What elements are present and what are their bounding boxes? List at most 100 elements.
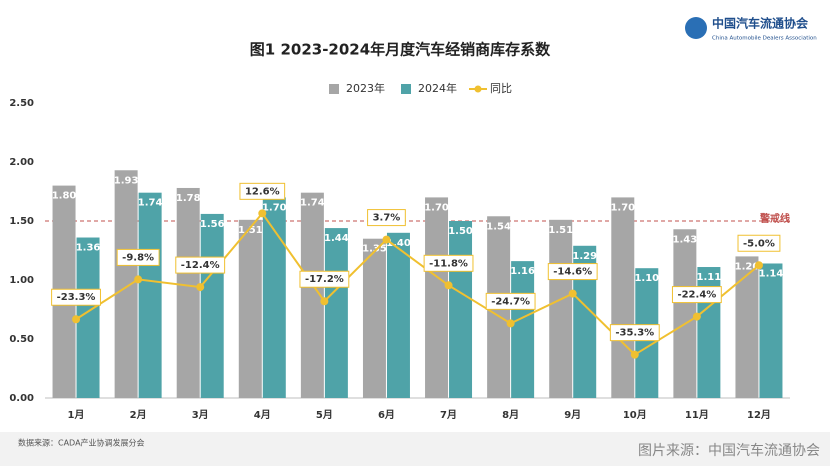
bar [200,213,224,398]
line-point [568,289,577,298]
line-value-label: -14.6% [553,267,592,278]
bar-value-label: 1.44 [324,233,349,244]
logo-name: 中国汽车流通协会 [712,16,809,31]
bar [425,197,449,398]
bar [300,192,324,398]
bar-value-label: 1.74 [138,198,163,209]
bar-value-label: 1.35 [362,244,387,255]
bar [238,219,262,398]
line-value-label: -5.0% [743,238,775,249]
bar-value-label: 1.16 [510,266,535,277]
x-tick-label: 7月 [440,409,457,421]
line-point [134,275,143,284]
value-label-box [671,286,722,304]
value-label-box [547,263,598,281]
bar [324,228,348,398]
legend-swatch [329,84,339,94]
legend-label: 2024年 [418,81,457,95]
bar-value-label: 1.78 [176,193,201,204]
line-value-label: -17.2% [305,274,344,285]
y-tick-label: 2.50 [9,98,34,109]
x-tick-label: 3月 [192,409,209,421]
bar-value-label: 1.51 [238,225,263,236]
line-value-label: -9.8% [122,252,154,263]
bar-value-label: 1.54 [486,221,511,232]
x-tick-label: 12月 [747,409,771,421]
bar-value-label: 1.11 [697,272,722,283]
bar [176,187,200,398]
y-tick-label: 1.50 [9,216,34,227]
bar [611,197,635,398]
line-point [506,319,515,328]
value-label-box [737,234,781,252]
x-tick-label: 1月 [68,409,85,421]
bar [673,229,697,398]
bar [511,261,535,398]
line-value-label: -11.8% [429,258,468,269]
bar [759,263,783,398]
bar [76,237,100,398]
line-value-label: 3.7% [373,213,401,224]
value-label-box [423,254,474,272]
bar [114,170,138,398]
line-point [692,312,701,321]
bar-value-label: 1.36 [76,243,101,254]
line-point [72,315,81,324]
bar-value-label: 1.70 [424,202,449,213]
line-value-label: -23.3% [57,292,96,303]
bar-value-label: 1.93 [114,175,139,186]
logo-icon [685,17,707,39]
value-label-box [175,256,226,274]
legend-label: 2023年 [346,81,385,95]
line-point [630,350,639,359]
line-point [382,235,391,244]
bar-value-label: 1.70 [262,202,287,213]
bar-value-label: 1.74 [300,198,325,209]
logo-subtitle: China Automobile Dealers Association [712,36,817,42]
chart-title: 图1 2023-2024年月度汽车经销商库存系数 [250,41,551,59]
bar-value-label: 1.14 [759,268,784,279]
legend-label: 同比 [490,82,512,95]
x-tick-label: 8月 [502,409,519,421]
legend-swatch [401,84,411,94]
bar-value-label: 1.70 [610,202,635,213]
reference-label: 警戒线 [759,212,790,225]
footer [0,432,830,466]
x-tick-label: 4月 [254,409,271,421]
bar [449,221,473,398]
value-label-box [299,270,350,288]
x-tick-label: 11月 [685,409,709,421]
bar-value-label: 1.10 [634,273,659,284]
y-tick-label: 0.50 [9,334,34,345]
y-tick-label: 1.00 [9,275,34,286]
value-label-box [239,182,286,200]
value-label-box [367,209,406,227]
bar [262,197,286,398]
bar-value-label: 1.40 [386,238,411,249]
bar [549,219,573,398]
bar [362,238,386,398]
value-label-box [116,248,160,266]
x-tick-label: 6月 [378,409,395,421]
line-value-label: -24.7% [491,296,530,307]
line-point [754,261,763,270]
bar [386,232,410,398]
x-tick-label: 9月 [564,409,581,421]
bar-value-label: 1.56 [200,219,225,230]
bar-value-label: 1.50 [448,226,473,237]
source: 数据来源：CADA产业协调发展分会 [18,438,145,448]
line-value-label: -35.3% [615,328,654,339]
x-tick-label: 2月 [130,409,147,421]
bar [735,256,759,398]
value-label-box [485,292,536,310]
line-value-label: -22.4% [677,290,716,301]
bar [573,245,597,398]
bar-value-label: 1.29 [572,251,597,262]
y-tick-label: 2.00 [9,157,34,168]
credit: 图片来源：中国汽车流通协会 [638,442,820,459]
line-point [444,281,453,290]
bar-value-label: 1.80 [52,191,77,202]
x-tick-label: 10月 [623,409,647,421]
line-point [320,297,329,306]
